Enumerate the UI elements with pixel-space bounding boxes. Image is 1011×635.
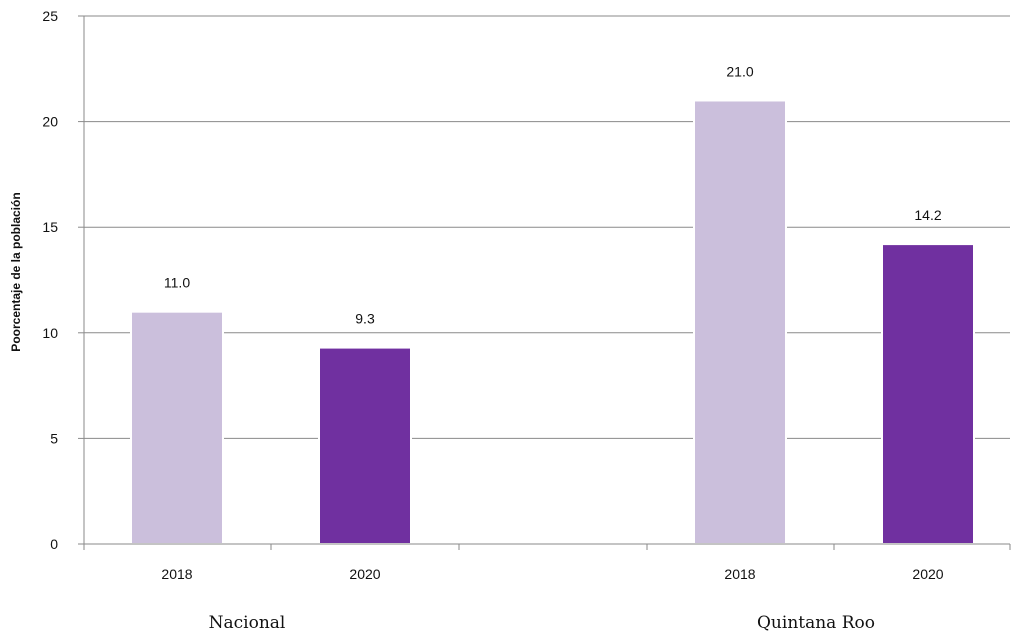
data-label: 9.3 [355,311,375,327]
x-tick-label-2020: 2020 [349,566,380,582]
bar-nacional-2020 [318,346,412,546]
labels: 0 5 10 15 20 25 11.0 2018 9.3 2020 Nacional 21.0 201… [42,8,943,633]
data-label: 14.2 [914,207,941,223]
axes [78,15,1011,550]
group-label-quintana-roo: Quintana Roo [757,613,875,633]
x-tick-label-2018: 2018 [724,566,755,582]
bars [130,99,975,546]
y-tick-label-10: 10 [42,325,58,341]
y-tick-label-25: 25 [42,8,58,24]
bar-nacional-2018 [130,310,224,545]
data-label: 11.0 [164,275,190,291]
x-tick-label-2018: 2018 [161,566,192,582]
bar-quintana-roo-2018 [693,99,787,545]
y-tick-label-0: 0 [50,536,58,552]
group-label-nacional: Nacional [209,613,286,633]
y-tick-label-15: 15 [42,219,58,235]
x-tick-label-2020: 2020 [912,566,943,582]
y-tick-label-5: 5 [50,430,58,446]
gridlines [84,15,1010,439]
y-axis-title: Poorcentaje de la población [9,192,23,351]
y-tick-label-20: 20 [42,114,58,130]
bar-quintana-roo-2020 [881,243,975,545]
data-label: 21.0 [726,63,753,79]
